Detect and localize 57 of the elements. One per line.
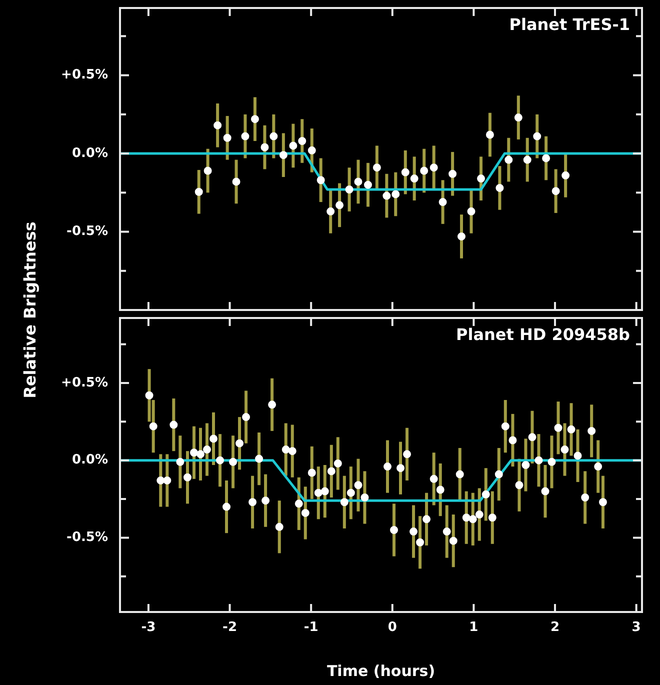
x-tick-label: -3 (141, 620, 156, 636)
point (364, 180, 372, 189)
y-tick-label: -0.5% (66, 224, 108, 240)
point (533, 132, 542, 140)
point (457, 232, 466, 240)
y-axis-title: Relative Brightness (20, 222, 40, 398)
point (467, 207, 476, 216)
point (496, 184, 504, 192)
point (542, 154, 550, 162)
point (326, 207, 335, 216)
x-tick-label: 2 (550, 620, 560, 636)
point (336, 201, 344, 210)
x-tick-label: 1 (469, 620, 478, 636)
y-tick-label: 0.0% (72, 146, 108, 161)
point (486, 130, 494, 139)
point (448, 170, 457, 178)
point (354, 178, 362, 186)
point (298, 137, 306, 146)
point (279, 151, 288, 160)
y-tick-label: -0.5% (66, 530, 108, 546)
text: Planet HD 209458b (456, 325, 630, 344)
point (250, 115, 259, 124)
point (523, 156, 532, 164)
point (382, 192, 391, 200)
point (270, 132, 278, 140)
point (430, 164, 438, 172)
point (223, 134, 232, 142)
point (392, 190, 400, 198)
point (214, 121, 222, 130)
x-axis-title: Time (hours) (326, 662, 436, 680)
y-tick-label: +0.5% (61, 68, 108, 83)
point (438, 198, 447, 206)
point (289, 142, 298, 150)
point (308, 146, 316, 154)
x-tick-label: 0 (388, 620, 397, 636)
point (204, 166, 212, 175)
point (410, 174, 418, 183)
point (345, 186, 354, 194)
x-tick-label: 3 (632, 620, 641, 636)
point (477, 174, 486, 183)
point (194, 188, 203, 196)
x-tick-label: -1 (304, 620, 318, 636)
point (316, 176, 325, 184)
point (562, 171, 570, 180)
point (420, 166, 428, 175)
x-tick-label: -2 (222, 620, 237, 636)
point (260, 143, 269, 152)
y-tick-label: +0.5% (61, 375, 108, 390)
point (504, 156, 513, 164)
point (241, 132, 250, 140)
text: Planet TrES-1 (509, 15, 630, 34)
point (372, 164, 381, 172)
point (401, 168, 410, 176)
y-tick-label: 0.0% (72, 452, 108, 468)
point (514, 114, 522, 122)
point (232, 178, 240, 186)
point (552, 187, 560, 196)
